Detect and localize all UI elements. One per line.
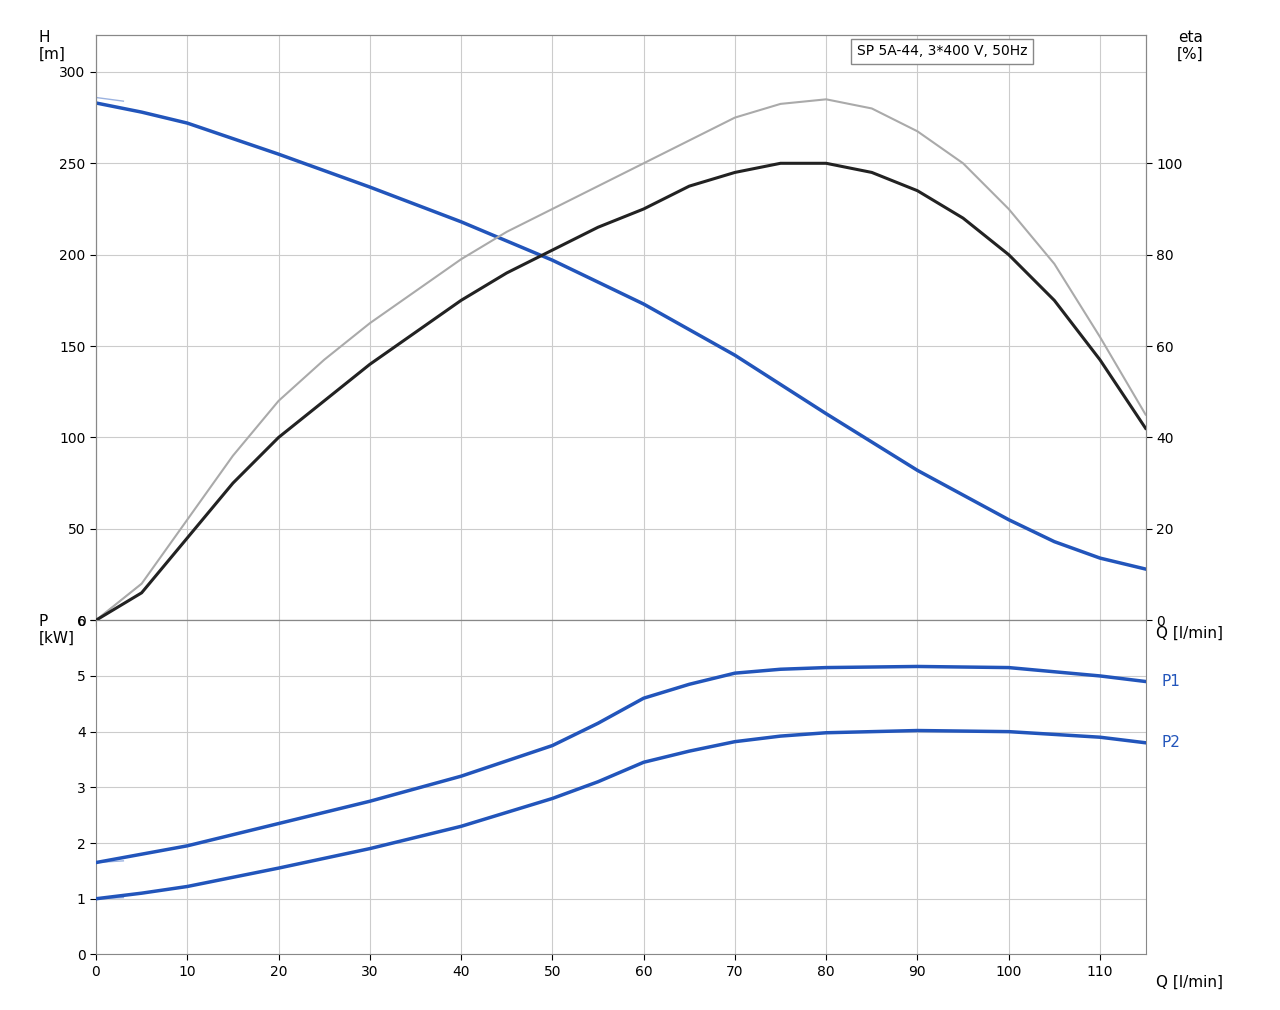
Text: SP 5A-44, 3*400 V, 50Hz: SP 5A-44, 3*400 V, 50Hz xyxy=(858,44,1028,59)
Text: P1: P1 xyxy=(1161,674,1180,689)
Text: H
[m]: H [m] xyxy=(38,29,65,62)
Text: Q [l/min]: Q [l/min] xyxy=(1156,626,1224,641)
Text: P2: P2 xyxy=(1161,735,1180,750)
Text: Q [l/min]: Q [l/min] xyxy=(1156,975,1224,990)
Text: eta
[%]: eta [%] xyxy=(1176,29,1203,62)
Text: P
[kW]: P [kW] xyxy=(38,613,74,646)
